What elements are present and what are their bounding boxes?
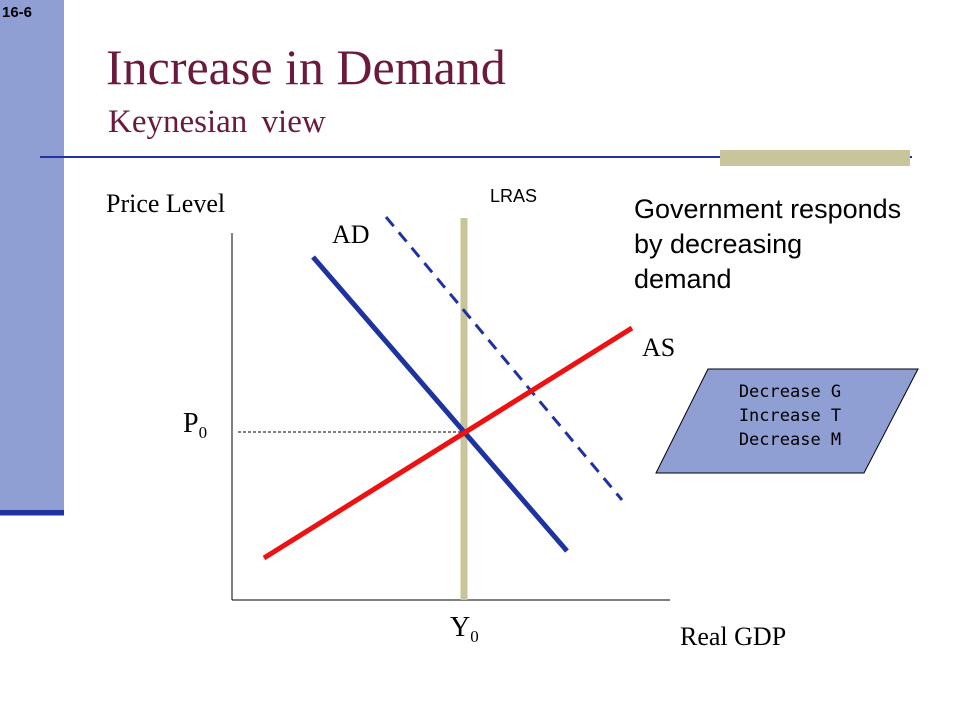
ad-shifted-curve — [384, 216, 624, 501]
sidebar-bar — [0, 0, 64, 516]
as-label: AS — [642, 333, 675, 362]
slide-title: Increase in Demand — [106, 39, 506, 95]
government-response-note: Government responds by decreasing demand — [634, 192, 954, 297]
title-rule — [40, 156, 912, 158]
sidebar-bottom-rule — [0, 510, 64, 515]
slide-number: 16-6 — [2, 4, 33, 21]
policy-item: Increase T — [738, 406, 842, 426]
ad-curve — [311, 255, 569, 553]
lras-label: LRAS — [490, 186, 537, 206]
note-line: by decreasing — [634, 229, 803, 259]
title-accent-bar — [720, 150, 910, 166]
ad-label: AD — [332, 220, 370, 249]
price-subscript: 0 — [199, 423, 208, 442]
as-curve — [262, 325, 634, 561]
x-axis-label: Real GDP — [680, 622, 786, 651]
y-axis-label: Price Level — [106, 189, 225, 218]
price-symbol: P — [183, 408, 199, 439]
slide-subtitle: Keynesian view — [108, 104, 326, 140]
output-subscript: 0 — [470, 627, 479, 646]
note-line: demand — [634, 264, 732, 294]
policy-box-text: Decrease G Increase T Decrease M — [690, 380, 890, 452]
output-equilibrium-label: Y0 — [450, 612, 479, 646]
output-symbol: Y — [450, 612, 470, 643]
price-equilibrium-label: P0 — [183, 408, 207, 442]
policy-item: Decrease M — [738, 430, 842, 450]
policy-item: Decrease G — [738, 382, 842, 402]
policy-box — [655, 368, 919, 474]
note-line: Government responds — [634, 194, 902, 224]
